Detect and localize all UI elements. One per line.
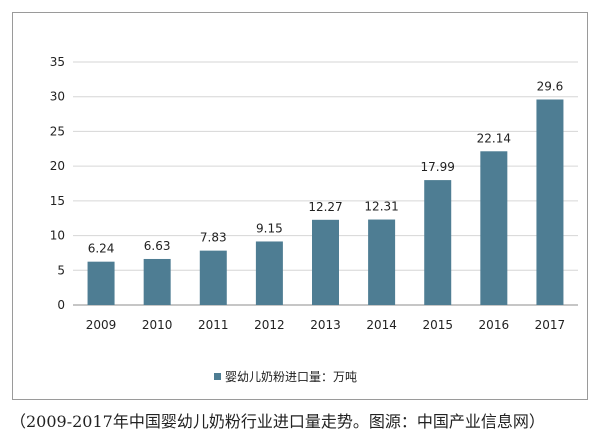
x-tick-label: 2010 [142,318,173,332]
bar [368,219,396,305]
y-tick-label: 35 [50,55,65,69]
bar [143,258,171,305]
data-label: 9.15 [256,221,283,235]
y-tick-label: 0 [57,298,65,312]
bar [536,99,564,306]
y-tick-label: 10 [50,229,65,243]
y-tick-label: 30 [50,90,65,104]
legend-swatch [214,373,221,380]
x-tick-label: 2015 [422,318,453,332]
chart-frame: 0 5 10 15 20 25 30 35 6.24 2009 6.63 2010 7.83 2011 9.… [12,12,588,400]
x-tick-label: 2011 [198,318,229,332]
data-label: 17.99 [421,160,455,174]
y-tick-label: 20 [50,159,65,173]
data-label: 22.14 [477,131,511,145]
bar [480,151,508,305]
bar [255,241,283,305]
x-tick-label: 2014 [366,318,397,332]
bar [87,261,115,305]
data-label: 12.31 [364,200,398,214]
bar [199,250,227,305]
y-tick-label: 25 [50,124,65,138]
bar [312,219,339,305]
y-tick-label: 5 [57,263,65,277]
x-tick-label: 2016 [479,318,510,332]
y-tick-label: 15 [50,194,65,208]
data-label: 29.6 [537,79,564,93]
x-tick-label: 2013 [310,318,341,332]
data-label: 6.63 [144,239,171,253]
data-label: 7.83 [200,231,227,245]
data-label: 6.24 [88,242,115,256]
bar-chart: 0 5 10 15 20 25 30 35 6.24 2009 6.63 2010 7.83 2011 9.… [50,55,578,384]
bar [424,180,452,305]
legend-label: 婴幼儿奶粉进口量：万吨 [225,370,357,384]
data-label: 12.27 [308,200,342,214]
x-tick-label: 2017 [535,318,566,332]
figure-caption: （2009-2017年中国婴幼儿奶粉行业进口量走势。图源：中国产业信息网） [10,412,545,431]
x-tick-label: 2012 [254,318,285,332]
x-tick-label: 2009 [86,318,117,332]
